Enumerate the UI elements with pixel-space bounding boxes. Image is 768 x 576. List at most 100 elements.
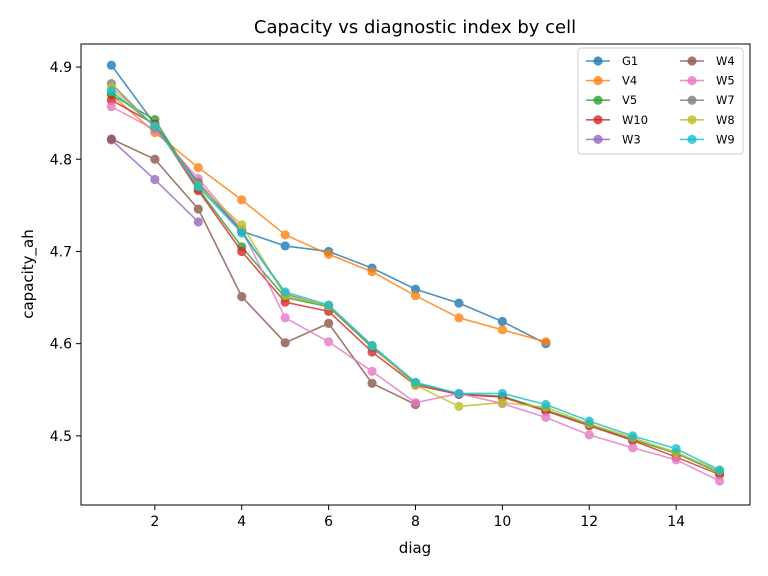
data-point (106, 95, 117, 105)
data-point (280, 230, 290, 240)
data-point (106, 86, 117, 96)
legend-label: V5 (622, 93, 637, 107)
data-point (367, 267, 377, 277)
data-point (237, 220, 247, 230)
data-point (193, 204, 203, 214)
legend-label: W3 (622, 132, 641, 146)
data-point (193, 162, 203, 173)
data-point (193, 182, 203, 192)
data-point (671, 455, 681, 465)
data-point (497, 325, 507, 335)
data-point (584, 416, 594, 426)
data-point (280, 241, 290, 251)
legend: G1 V4 V5 W10 W3 W4 W5 W7 W8 W9 (577, 47, 744, 155)
data-point (671, 444, 681, 454)
data-point (584, 430, 594, 440)
data-point (497, 388, 507, 399)
legend-item-w7: W7 (680, 93, 735, 107)
legend-marker (593, 134, 603, 144)
data-point (324, 249, 334, 259)
data-point (541, 337, 551, 347)
data-point (237, 228, 247, 238)
legend-marker (687, 56, 697, 66)
data-point (324, 300, 334, 310)
x-tick-label: 14 (667, 514, 685, 530)
series-line-w4 (111, 138, 416, 406)
data-point (193, 217, 203, 227)
data-point (367, 340, 377, 351)
y-tick-label: 4.5 (50, 429, 72, 445)
x-tick-label: 10 (493, 514, 511, 530)
data-point (150, 154, 160, 164)
legend-marker (593, 76, 603, 86)
data-point (324, 337, 334, 347)
data-point (541, 399, 551, 410)
data-point (454, 401, 464, 411)
series-w3 (106, 135, 203, 227)
legend-item-g1: G1 (586, 54, 638, 68)
data-point (367, 378, 377, 388)
y-tick-label: 4.6 (50, 337, 72, 353)
legend-item-w8: W8 (680, 113, 735, 127)
x-tick-label: 6 (324, 514, 333, 530)
axes: 2 4 6 8 10 12 14 4.5 4.6 4.7 4.8 4.9 (50, 43, 751, 530)
data-point (106, 134, 117, 144)
data-point (628, 443, 638, 453)
legend-marker (687, 95, 697, 105)
data-point (410, 377, 421, 387)
data-point (628, 431, 638, 441)
legend-label: G1 (622, 54, 638, 68)
y-tick-label: 4.9 (50, 60, 72, 76)
data-point (106, 60, 117, 70)
data-point (237, 292, 247, 302)
data-point (280, 297, 290, 307)
legend-label: W7 (716, 93, 735, 107)
data-point (150, 121, 160, 131)
data-point (497, 398, 507, 408)
x-tick-label: 12 (580, 514, 598, 530)
legend-item-w9: W9 (680, 132, 735, 146)
legend-item-w4: W4 (680, 54, 735, 68)
data-point (410, 284, 421, 294)
legend-marker (687, 134, 697, 144)
x-tick-label: 8 (411, 514, 420, 530)
data-point (280, 313, 290, 323)
legend-label: W10 (622, 113, 648, 127)
data-point (237, 195, 247, 205)
data-point (454, 313, 464, 323)
y-axis-label: capacity_ah (19, 229, 38, 319)
legend-marker (687, 76, 697, 86)
legend-marker (687, 115, 697, 125)
plot-area (106, 60, 725, 486)
data-point (106, 102, 117, 112)
legend-item-w5: W5 (680, 74, 735, 88)
legend-marker (593, 95, 603, 105)
legend-label: W5 (716, 74, 735, 88)
legend-label: W8 (716, 113, 735, 127)
data-point (410, 291, 421, 301)
data-point (714, 476, 725, 486)
legend-box (577, 47, 744, 155)
legend-label: W4 (716, 54, 735, 68)
legend-item-v4: V4 (586, 74, 637, 88)
legend-label: W9 (716, 132, 735, 146)
x-axis-label: diag (399, 539, 431, 557)
series-w5 (106, 102, 725, 486)
data-point (497, 316, 507, 327)
chart-title: Capacity vs diagnostic index by cell (254, 17, 576, 38)
data-point (410, 398, 421, 408)
legend-item-w3: W3 (586, 132, 641, 146)
data-point (454, 298, 464, 308)
x-tick-label: 2 (150, 514, 159, 530)
data-point (454, 388, 464, 399)
data-point (237, 246, 247, 257)
data-point (280, 338, 290, 348)
legend-marker (593, 115, 603, 125)
legend-item-v5: V5 (586, 93, 637, 107)
x-tick-label: 4 (237, 514, 246, 530)
data-point (150, 174, 160, 185)
legend-marker (593, 56, 603, 66)
data-point (280, 287, 290, 297)
